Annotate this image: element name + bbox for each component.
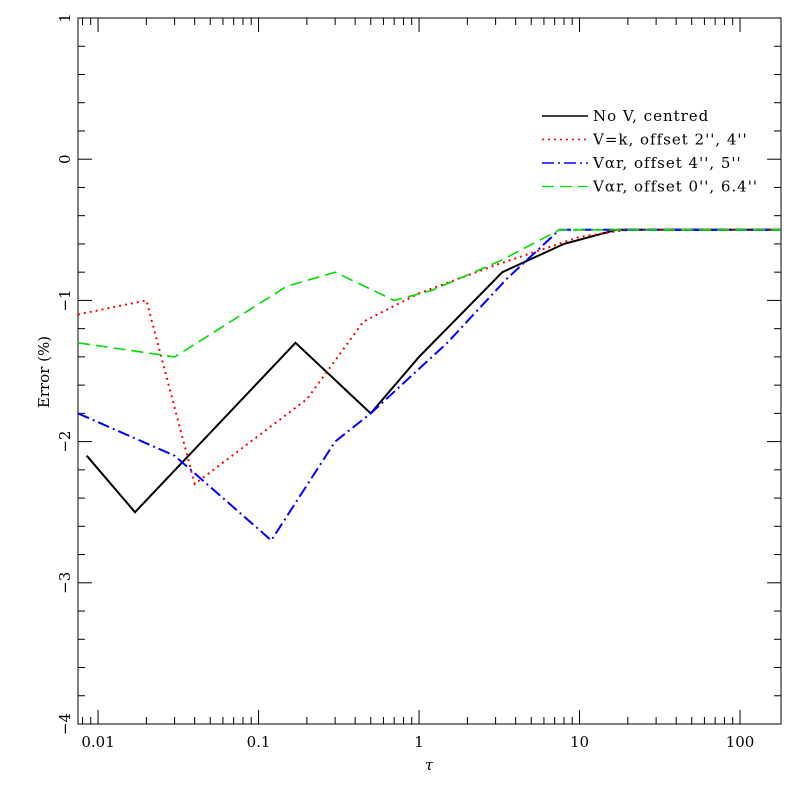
- axis-ticks: [78, 17, 781, 725]
- y-axis-label: Error (%): [35, 336, 53, 408]
- y-tick-label: −1: [56, 289, 74, 311]
- y-tick-label: −2: [56, 431, 74, 453]
- legend-label: Vαr, offset 4'', 5'': [592, 154, 742, 172]
- plot-frame: [77, 17, 782, 725]
- y-tick-label: −4: [56, 713, 74, 735]
- y-tick-label: 1: [56, 13, 74, 23]
- x-tick-label: 10: [570, 733, 589, 751]
- series-layer: [77, 228, 781, 542]
- legend: No V, centred V=k, offset 2'', 4'' Vαr, of…: [542, 107, 758, 196]
- legend-label: No V, centred: [593, 107, 709, 125]
- legend-label: V=k, offset 2'', 4'': [592, 131, 748, 149]
- series-line-2: [77, 228, 781, 486]
- legend-label: Vαr, offset 0'', 6.4'': [592, 178, 758, 196]
- x-axis-label: τ: [425, 756, 434, 774]
- x-tick-label: 0.01: [81, 733, 114, 751]
- series-line-4: [77, 229, 781, 358]
- x-tick-label: 100: [726, 733, 755, 751]
- y-tick-label: −3: [56, 572, 74, 594]
- series-line-1: [85, 228, 781, 514]
- series-line-3: [77, 228, 781, 542]
- x-tick-label: 1: [414, 733, 424, 751]
- x-tick-label: 0.1: [247, 733, 271, 751]
- y-tick-label: 0: [56, 154, 74, 164]
